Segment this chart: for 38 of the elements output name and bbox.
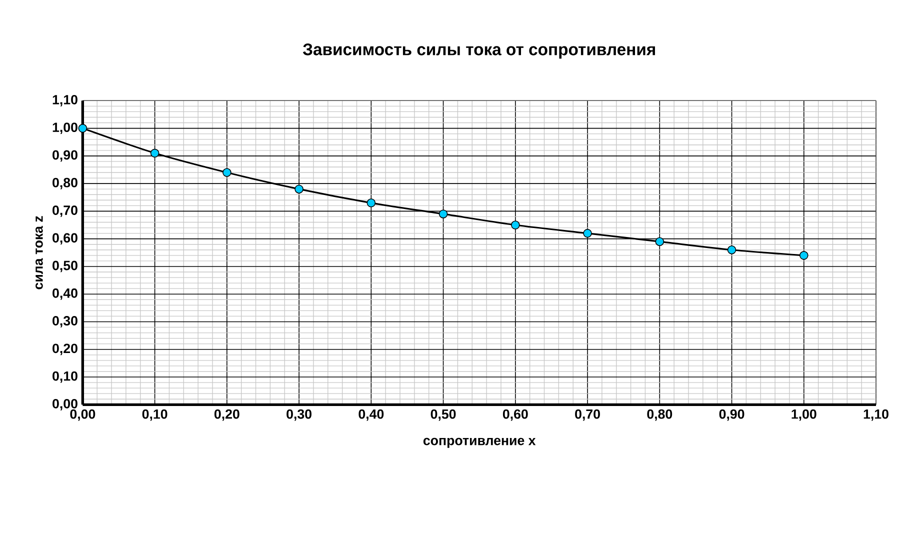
x-tick-label: 0,00 — [70, 409, 96, 421]
y-tick-label: 1,10 — [52, 94, 78, 106]
x-tick-label: 1,00 — [792, 409, 816, 421]
x-tick-label: 0,70 — [575, 409, 600, 421]
y-tick-label: 0,40 — [52, 288, 78, 300]
chart-title: Зависимость силы тока от сопротивления — [302, 44, 655, 59]
y-tick-label: 0,20 — [52, 344, 78, 356]
point — [583, 228, 592, 238]
y-axis-title: сила тока z — [36, 216, 43, 290]
y-tick-label: 0,10 — [52, 371, 78, 383]
x-tick-label: 0,20 — [214, 409, 240, 421]
point — [438, 210, 448, 218]
x-axis-title: сопротивление x — [423, 438, 536, 448]
point — [655, 237, 664, 246]
y-tick-label: 1,00 — [52, 122, 78, 134]
y-tick-label: 0,50 — [52, 260, 78, 272]
x-tick-label: 0,60 — [502, 409, 528, 421]
x-tick-label: 0,30 — [286, 409, 312, 421]
y-tick-label: 0,90 — [52, 150, 78, 162]
point — [294, 184, 304, 194]
y-tick-label: 0,60 — [52, 233, 78, 245]
point — [727, 245, 736, 254]
point — [799, 251, 808, 260]
x-tick-label: 0,50 — [430, 409, 456, 421]
x-tick-label: 0,10 — [142, 409, 168, 421]
point — [511, 220, 520, 230]
y-tick-label: 0,70 — [52, 206, 78, 217]
x-tick-label: 0,90 — [719, 409, 744, 421]
x-tick-label: 0,40 — [358, 409, 384, 421]
y-tick-label: 0,30 — [52, 316, 78, 328]
point — [222, 168, 232, 177]
y-tick-label: 0,80 — [52, 178, 78, 190]
point — [366, 198, 376, 208]
point — [150, 148, 160, 158]
point — [78, 124, 88, 133]
y-tick-label: 0,00 — [52, 398, 78, 410]
x-tick-label: 0,80 — [647, 409, 672, 421]
x-tick-label: 1,10 — [864, 409, 888, 421]
